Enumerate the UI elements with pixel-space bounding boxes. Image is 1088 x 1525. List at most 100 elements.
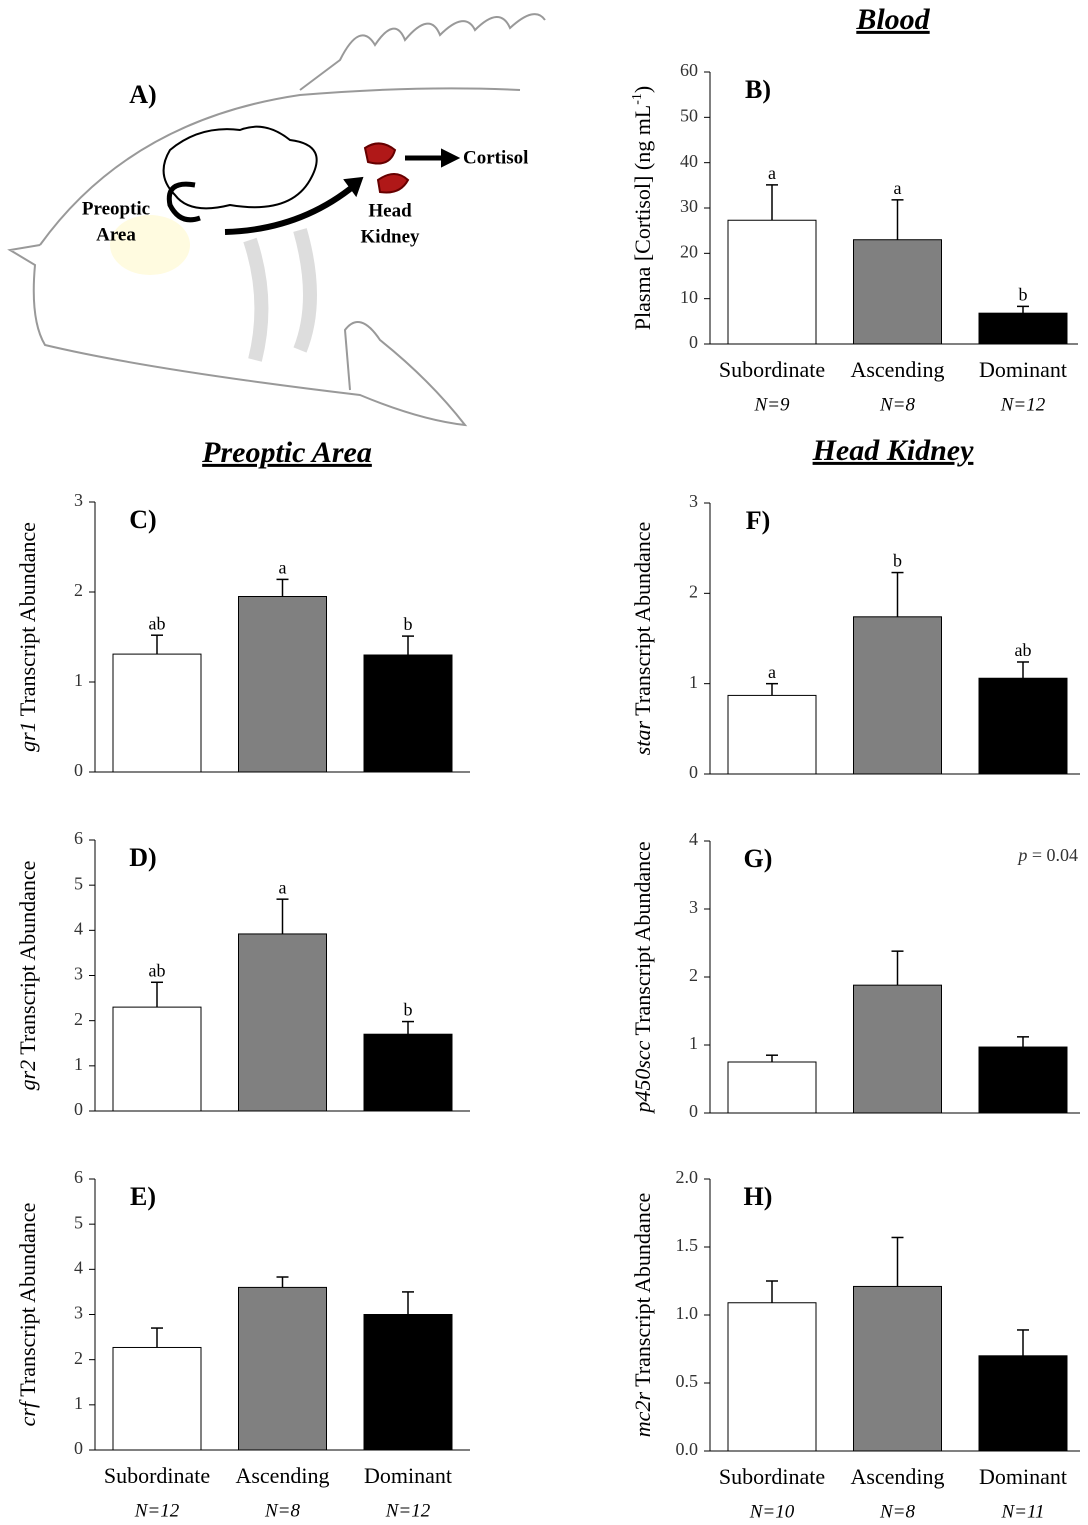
section-title: Preoptic Area bbox=[201, 436, 372, 469]
sample-size: N=12 bbox=[385, 1500, 431, 1521]
significance-label: b bbox=[404, 1000, 413, 1020]
fish-diagram bbox=[10, 14, 545, 425]
bar bbox=[854, 985, 942, 1113]
x-tick-label: Ascending bbox=[850, 357, 944, 382]
x-tick-label: Subordinate bbox=[719, 357, 825, 382]
text-part: p bbox=[1016, 845, 1027, 865]
y-tick-label: 60 bbox=[680, 60, 698, 80]
y-tick-label: 1 bbox=[689, 672, 698, 692]
text-part: mc2r bbox=[630, 1392, 655, 1438]
text-part: crf bbox=[15, 1399, 40, 1426]
x-tick-label: Dominant bbox=[979, 357, 1067, 382]
significance-label: a bbox=[768, 662, 776, 682]
bar bbox=[364, 655, 452, 772]
y-tick-label: 3 bbox=[74, 1303, 83, 1323]
y-tick-label: 20 bbox=[680, 241, 698, 261]
text-part: Transcript Abundance bbox=[630, 522, 655, 721]
bar bbox=[979, 678, 1067, 774]
diagram-label: Cortisol bbox=[463, 147, 528, 168]
text-part: Transcript Abundance bbox=[630, 841, 655, 1040]
text-part: Transcript Abundance bbox=[630, 1193, 655, 1392]
significance-label: a bbox=[768, 163, 776, 183]
significance-label: ab bbox=[149, 613, 166, 633]
sample-size: N=8 bbox=[879, 1501, 915, 1522]
y-tick-label: 3 bbox=[689, 897, 698, 917]
y-axis-label: mc2r Transcript Abundance bbox=[630, 1193, 655, 1437]
gills bbox=[250, 230, 310, 360]
fish-belly bbox=[10, 245, 465, 425]
x-tick-label: Ascending bbox=[850, 1464, 944, 1489]
y-tick-label: 0.0 bbox=[676, 1439, 699, 1459]
y-tick-label: 1 bbox=[74, 670, 83, 690]
significance-label: b bbox=[1019, 284, 1028, 304]
x-tick-label: Ascending bbox=[235, 1463, 329, 1488]
bar bbox=[239, 597, 327, 773]
y-tick-label: 10 bbox=[680, 287, 698, 307]
y-tick-label: 6 bbox=[74, 828, 83, 848]
y-tick-label: 4 bbox=[74, 1257, 83, 1277]
y-tick-label: 0 bbox=[689, 762, 698, 782]
text-part: p450scc bbox=[630, 1040, 655, 1114]
arrow-to-kidney bbox=[225, 185, 355, 232]
x-tick-label: Subordinate bbox=[104, 1463, 210, 1488]
y-axis-label: gr2 Transcript Abundance bbox=[15, 861, 40, 1091]
diagram-label: Kidney bbox=[360, 226, 420, 247]
x-tick-label: Subordinate bbox=[719, 1464, 825, 1489]
diagram-label: Area bbox=[96, 224, 136, 245]
bar bbox=[113, 654, 201, 772]
y-axis-label: star Transcript Abundance bbox=[630, 522, 655, 755]
y-tick-label: 3 bbox=[74, 490, 83, 510]
bar bbox=[239, 1287, 327, 1450]
arrow-loop bbox=[169, 184, 200, 220]
bar bbox=[364, 1315, 452, 1451]
panel-label: H) bbox=[744, 1182, 773, 1211]
bar bbox=[854, 1286, 942, 1451]
y-tick-label: 0 bbox=[74, 1438, 83, 1458]
section-title: Blood bbox=[855, 3, 930, 36]
y-tick-label: 2.0 bbox=[676, 1167, 699, 1187]
bar bbox=[728, 1062, 816, 1113]
panel-label: E) bbox=[130, 1182, 156, 1211]
y-tick-label: 6 bbox=[74, 1167, 83, 1187]
x-tick-label: Dominant bbox=[979, 1464, 1067, 1489]
text-part: = 0.04 bbox=[1027, 845, 1078, 865]
head-kidney bbox=[365, 143, 408, 192]
sample-size: N=12 bbox=[134, 1500, 180, 1521]
y-tick-label: 3 bbox=[74, 964, 83, 984]
text-part: Plasma [Cortisol] (ng mL bbox=[630, 105, 655, 330]
y-tick-label: 5 bbox=[74, 873, 83, 893]
sample-size: N=9 bbox=[754, 394, 790, 415]
y-tick-label: 2 bbox=[74, 1348, 83, 1368]
bar bbox=[728, 220, 816, 344]
panel-label: A) bbox=[129, 80, 156, 109]
y-axis-label: crf Transcript Abundance bbox=[15, 1203, 40, 1427]
y-tick-label: 40 bbox=[680, 151, 698, 171]
bar bbox=[364, 1034, 452, 1111]
y-tick-label: 0 bbox=[689, 1101, 698, 1121]
sample-size: N=8 bbox=[879, 394, 915, 415]
sample-size: N=10 bbox=[749, 1501, 795, 1522]
diagram-label: Preoptic bbox=[82, 198, 150, 219]
bar bbox=[113, 1347, 201, 1450]
section-title: Head Kidney bbox=[812, 434, 974, 467]
y-tick-label: 2 bbox=[74, 1009, 83, 1029]
significance-label: ab bbox=[149, 960, 166, 980]
text-part: star bbox=[630, 721, 655, 756]
significance-label: a bbox=[894, 178, 902, 198]
bar bbox=[979, 313, 1067, 344]
y-tick-label: 30 bbox=[680, 196, 698, 216]
brain bbox=[164, 127, 317, 209]
y-tick-label: 4 bbox=[74, 918, 83, 938]
sample-size: N=12 bbox=[1000, 394, 1046, 415]
panel-label: C) bbox=[129, 505, 156, 534]
sample-size: N=11 bbox=[1000, 1501, 1044, 1522]
bar bbox=[728, 1303, 816, 1451]
panel-label: G) bbox=[744, 844, 773, 873]
text-part: gr2 bbox=[15, 1060, 40, 1091]
y-axis-label: gr1 Transcript Abundance bbox=[15, 522, 40, 752]
y-tick-label: 2 bbox=[689, 965, 698, 985]
diagram-label: Head bbox=[368, 200, 412, 221]
y-tick-label: 50 bbox=[680, 105, 698, 125]
bar bbox=[854, 617, 942, 774]
bar bbox=[979, 1047, 1067, 1113]
